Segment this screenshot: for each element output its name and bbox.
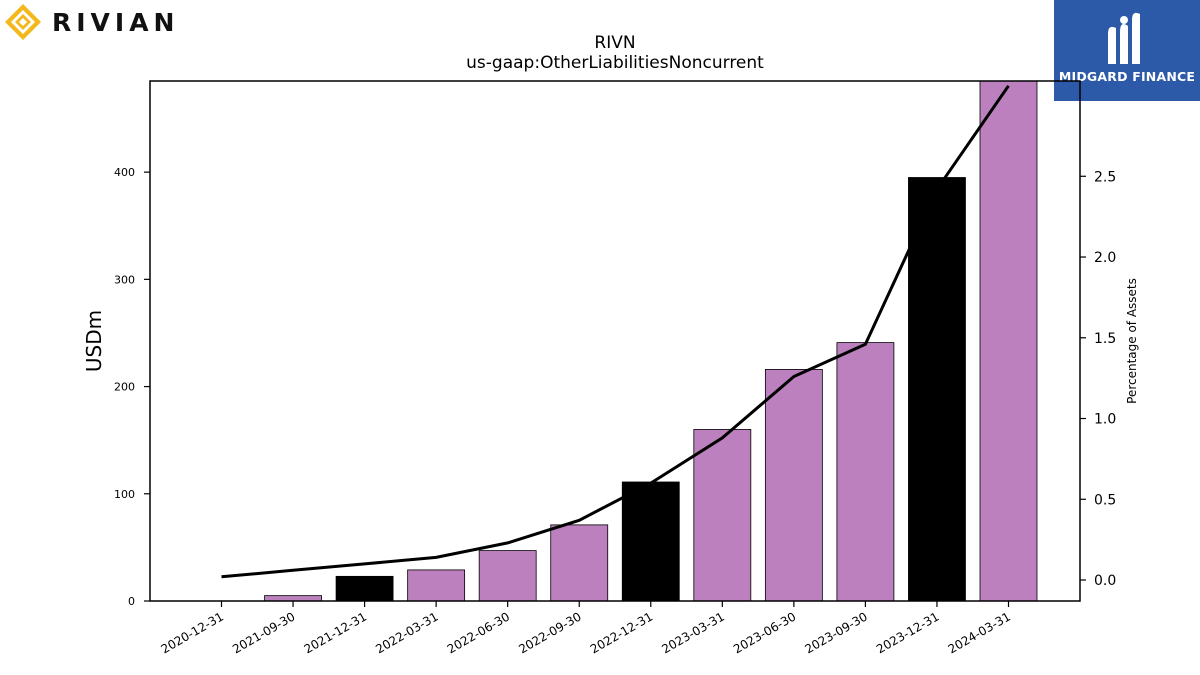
x-tick-label: 2020-12-31 [159, 609, 226, 656]
y2-axis-ticks: 0.0 0.5 1.0 1.5 2.0 2.5 [1080, 169, 1116, 589]
rivian-wordmark: RIVIAN [52, 7, 180, 37]
y-axis-label: USDm [82, 310, 106, 372]
rivian-diamond-icon [5, 4, 41, 40]
bar-2022-06-30 [478, 550, 537, 602]
y-axis-ticks: 0 100 200 300 400 [114, 166, 150, 608]
x-tick-label: 2023-09-30 [803, 609, 870, 656]
x-tick-label: 2023-12-31 [874, 609, 941, 656]
x-axis-ticks: 2020-12-31 2021-09-30 2021-12-31 2022-03-31… [159, 601, 1013, 656]
y-tick-label: 300 [114, 273, 135, 286]
x-tick-label: 2022-12-31 [588, 609, 655, 656]
chart-title: RIVN [594, 33, 635, 53]
percentage-line-layer [221, 84, 1010, 579]
x-tick-label: 2022-06-30 [445, 609, 512, 656]
bar-2021-09-30 [264, 595, 322, 602]
bar-2022-12-31 [621, 481, 680, 602]
plot-frame [149, 80, 1081, 602]
y2-tick-label: 1.5 [1094, 331, 1116, 347]
bar-2023-03-31 [693, 429, 752, 602]
bar-2021-12-31 [335, 575, 394, 602]
y2-tick-label: 2.5 [1094, 169, 1116, 185]
y-tick-label: 0 [128, 595, 135, 608]
x-tick-label: 2023-03-31 [659, 609, 726, 656]
x-tick-label: 2024-03-31 [946, 609, 1013, 656]
bar-2023-06-30 [764, 369, 823, 602]
y2-tick-label: 0.5 [1094, 492, 1116, 508]
midgard-finance-logo: MIDGARD FINANCE [1054, 0, 1200, 101]
x-tick-label: 2021-12-31 [302, 609, 369, 656]
bar-2023-12-31 [908, 177, 966, 602]
bar-2023-09-30 [836, 342, 895, 602]
x-tick-label: 2022-03-31 [373, 609, 440, 656]
midgard-emblem-icon [1108, 12, 1140, 64]
bar-2022-03-31 [407, 569, 466, 602]
x-tick-label: 2021-09-30 [230, 609, 297, 656]
y2-tick-label: 1.0 [1094, 412, 1116, 428]
rivian-logo: RIVIAN [4, 4, 179, 40]
y-tick-label: 400 [114, 166, 135, 179]
bar-2024-03-31 [979, 80, 1038, 602]
y2-axis-label: Percentage of Assets [1125, 278, 1139, 404]
y-tick-label: 100 [114, 488, 135, 501]
bars [264, 80, 1038, 602]
percentage-of-assets-line [221, 84, 1010, 579]
x-tick-label: 2022-09-30 [516, 609, 583, 656]
midgard-brand-text: MIDGARD FINANCE [1058, 69, 1196, 84]
y-tick-label: 200 [114, 381, 135, 394]
x-tick-label: 2023-06-30 [731, 609, 798, 656]
bar-2022-09-30 [550, 524, 609, 602]
y2-tick-label: 2.0 [1094, 250, 1116, 266]
y2-tick-label: 0.0 [1094, 573, 1116, 589]
chart-subtitle: us-gaap:OtherLiabilitiesNoncurrent [466, 53, 764, 73]
